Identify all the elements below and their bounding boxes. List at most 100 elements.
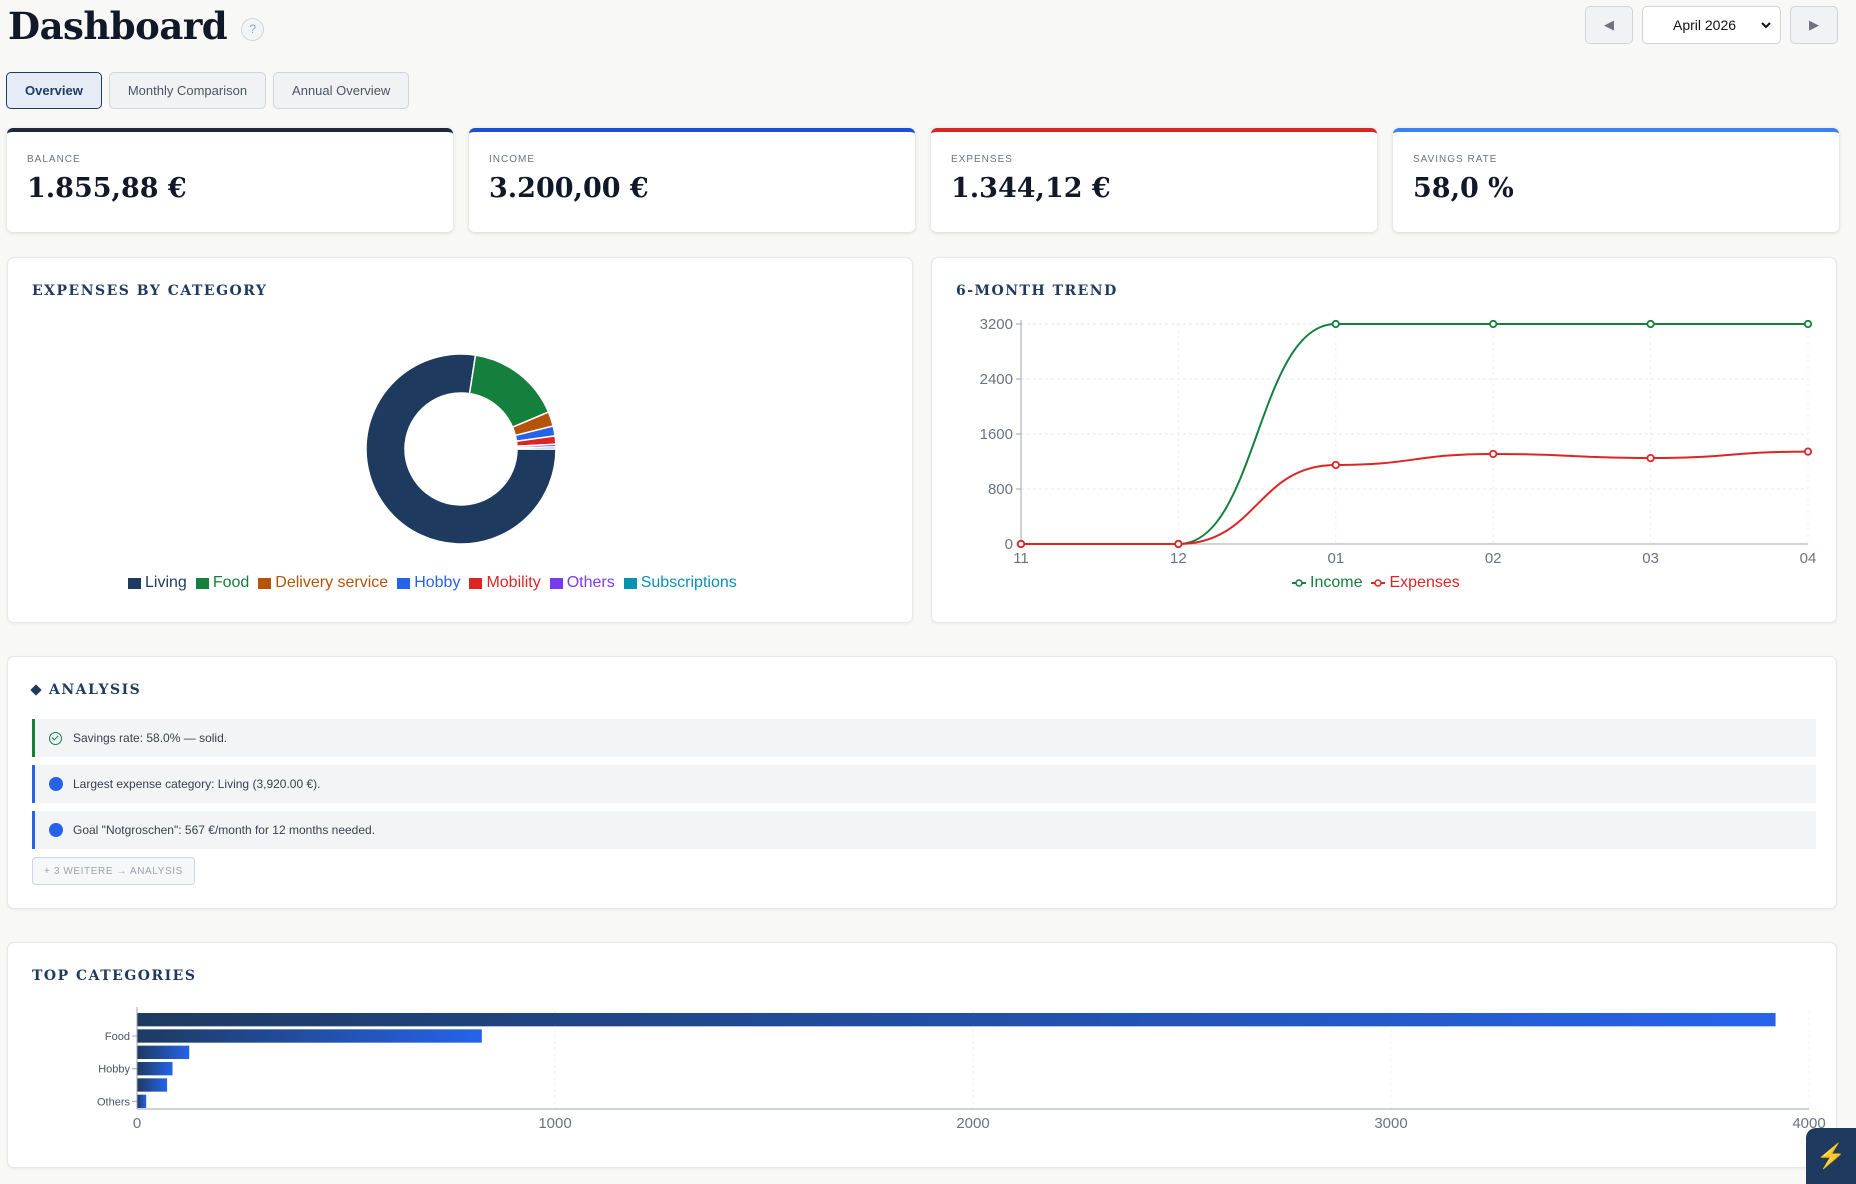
- data-point: [1331, 460, 1340, 470]
- info-dot-icon: [49, 777, 63, 791]
- x-tick-label: 02: [1485, 550, 1502, 567]
- view-tabs: Overview Monthly Comparison Annual Overv…: [6, 72, 410, 109]
- legend-swatch: [623, 577, 637, 589]
- x-tick-label: 11: [1013, 550, 1029, 567]
- insight-item: Savings rate: 58.0% — solid.: [32, 719, 1816, 757]
- legend-swatch: [469, 577, 483, 589]
- y-tick-label: 0: [1005, 536, 1013, 553]
- y-tick-label: 1600: [980, 426, 1013, 443]
- insight-item: Goal "Notgroschen": 567 €/month for 12 m…: [32, 811, 1816, 849]
- tab-annual-overview[interactable]: Annual Overview: [273, 72, 410, 109]
- bar: [137, 1094, 147, 1108]
- chevron-down-icon: [1761, 22, 1771, 29]
- trend-chart: 0 800 1600 2400 3200 11 12 01 02 03 04: [980, 316, 1817, 567]
- legend-item[interactable]: Food: [195, 574, 249, 592]
- card-title: 6-MONTH TREND: [956, 283, 1118, 299]
- donut-slice-living: [365, 353, 557, 545]
- kpi-label: SAVINGS RATE: [1413, 154, 1498, 165]
- kpi-value: 1.855,88 €: [27, 173, 187, 204]
- legend-item[interactable]: Subscriptions: [623, 574, 737, 592]
- x-tick-label: 2000: [956, 1115, 989, 1132]
- legend-item[interactable]: Income: [1292, 574, 1362, 592]
- insight-text: Largest expense category: Living (3,920.…: [73, 777, 321, 791]
- bar: [137, 1029, 482, 1043]
- legend-item[interactable]: Hobby: [397, 574, 460, 592]
- legend-label: Subscriptions: [640, 574, 737, 591]
- legend-line-marker: [1292, 579, 1306, 587]
- kpi-value: 3.200,00 €: [489, 173, 649, 204]
- kpi-savings-rate: SAVINGS RATE 58,0 %: [1393, 128, 1839, 232]
- x-tick-label: 1000: [538, 1115, 571, 1132]
- legend-label: Mobility: [486, 574, 541, 591]
- top-categories-card: TOP CATEGORIES 0 1000 2000 3000 4000 Food Hobb…: [7, 942, 1837, 1168]
- legend-label: Expenses: [1389, 574, 1460, 591]
- legend-label: Delivery service: [275, 574, 389, 591]
- data-point: [1646, 319, 1655, 329]
- trend-card: 6-MONTH TREND 0 800 1600 2400 3200 11 12 01 02 03…: [931, 257, 1837, 623]
- help-button[interactable]: ?: [241, 17, 265, 41]
- x-tick-label: 01: [1327, 550, 1344, 567]
- more-insights-button[interactable]: + 3 WEITERE → ANALYSIS: [32, 857, 195, 885]
- y-tick-label: 3200: [980, 316, 1013, 333]
- data-point: [1489, 449, 1498, 459]
- kpi-label: EXPENSES: [951, 154, 1013, 165]
- month-navigation: ◀ April 2026 ▶: [1585, 6, 1838, 44]
- month-select[interactable]: April 2026: [1642, 6, 1781, 44]
- x-tick-label: 03: [1642, 550, 1659, 567]
- legend-item[interactable]: Mobility: [469, 574, 541, 592]
- x-tick-label: 4000: [1792, 1115, 1825, 1132]
- month-select-value: April 2026: [1673, 17, 1737, 33]
- donut-slice-subscriptions: [516, 446, 557, 450]
- legend-swatch: [549, 577, 563, 589]
- tab-monthly-comparison[interactable]: Monthly Comparison: [108, 72, 267, 109]
- insight-text: Goal "Notgroschen": 567 €/month for 12 m…: [73, 823, 376, 837]
- x-tick-label: 3000: [1374, 1115, 1407, 1132]
- series-line-expenses: [1020, 450, 1809, 545]
- donut-chart: [365, 353, 557, 545]
- legend-label: Others: [566, 574, 615, 591]
- x-tick-label: 12: [1170, 550, 1187, 567]
- legend-label: Hobby: [414, 574, 461, 591]
- card-title: TOP CATEGORIES: [32, 968, 197, 984]
- data-point: [1174, 539, 1183, 549]
- kpi-income: INCOME 3.200,00 €: [469, 128, 915, 232]
- tab-overview[interactable]: Overview: [6, 72, 102, 109]
- info-dot-icon: [49, 823, 63, 837]
- legend-swatch: [195, 577, 209, 589]
- card-title: EXPENSES BY CATEGORY: [32, 283, 268, 299]
- kpi-value: 1.344,12 €: [951, 173, 1111, 204]
- data-point: [1646, 453, 1655, 463]
- data-point: [1803, 447, 1813, 456]
- y-tick-label: Others: [97, 1096, 131, 1108]
- bar: [137, 1062, 173, 1076]
- kpi-label: BALANCE: [27, 154, 81, 165]
- page-header: Dashboard ?: [8, 4, 265, 48]
- legend-line-marker: [1371, 579, 1386, 587]
- card-title: ANALYSIS: [30, 682, 142, 698]
- legend-item[interactable]: Others: [549, 574, 615, 592]
- legend-swatch: [397, 577, 411, 589]
- page-title: Dashboard: [8, 4, 228, 48]
- bar: [137, 1078, 168, 1092]
- kpi-label: INCOME: [489, 154, 535, 165]
- donut-legend: Living Food Delivery service Hobby Mobility O…: [128, 574, 737, 592]
- bar: [137, 1045, 190, 1059]
- legend-swatch: [128, 577, 141, 589]
- analysis-card: ANALYSIS Savings rate: 58.0% — solid. La…: [7, 656, 1837, 909]
- insight-item: Largest expense category: Living (3,920.…: [32, 765, 1816, 803]
- analysis-title: ANALYSIS: [49, 682, 142, 698]
- legend-item[interactable]: Living: [128, 574, 187, 592]
- kpi-expenses: EXPENSES 1.344,12 €: [931, 128, 1377, 232]
- trend-legend: Income Expenses: [1292, 574, 1460, 592]
- y-tick-label: 2400: [980, 371, 1013, 388]
- bar: [137, 1013, 1776, 1027]
- legend-swatch: [258, 577, 272, 589]
- legend-item[interactable]: Expenses: [1371, 574, 1460, 592]
- kpi-value: 58,0 %: [1413, 173, 1514, 204]
- check-circle-icon: [49, 731, 62, 745]
- next-month-button[interactable]: ▶: [1790, 6, 1838, 44]
- legend-item[interactable]: Delivery service: [258, 574, 388, 592]
- y-tick-label: 800: [988, 481, 1013, 498]
- quick-action-button[interactable]: ⚡: [1806, 1128, 1856, 1184]
- previous-month-button[interactable]: ◀: [1585, 6, 1633, 44]
